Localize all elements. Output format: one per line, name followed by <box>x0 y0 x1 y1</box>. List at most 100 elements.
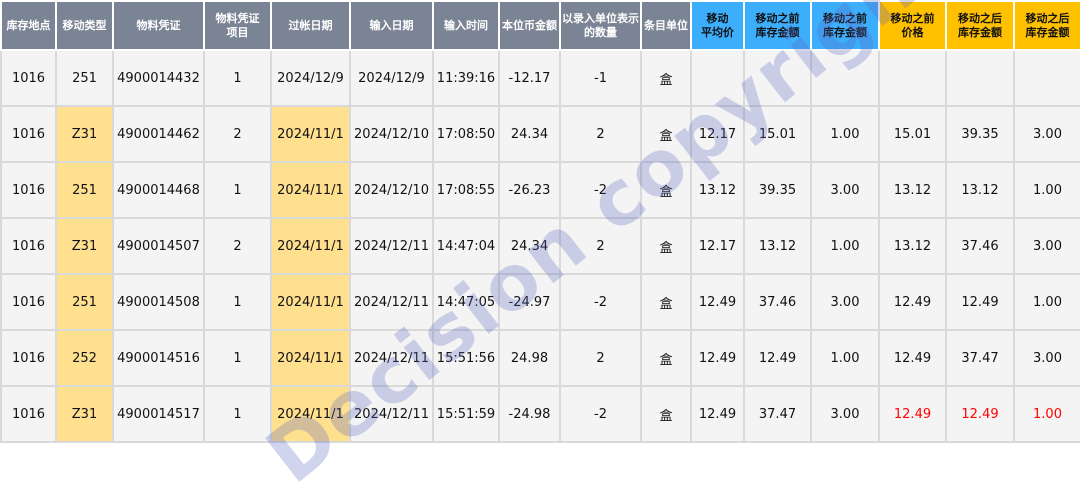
table-cell: 24.34 <box>498 217 561 275</box>
table-row[interactable]: 1016 Z31 4900014517 1 2024/11/1 2024/12/11 15:… <box>0 385 1080 443</box>
table-cell: 14:47:04 <box>432 217 500 275</box>
table-cell: 15.01 <box>878 105 947 163</box>
table-cell: Z31 <box>55 385 114 443</box>
table-cell: 12.49 <box>878 273 947 331</box>
table-cell: 2024/11/1 <box>270 217 351 275</box>
table-cell: 14:47:05 <box>432 273 500 331</box>
table-cell: 37.46 <box>743 273 812 331</box>
table-cell: 4900014507 <box>112 217 205 275</box>
table-cell: -24.98 <box>498 385 561 443</box>
table-cell: 4900014516 <box>112 329 205 387</box>
table-cell: 12.49 <box>878 329 947 387</box>
table-cell: 4900014432 <box>112 49 205 107</box>
column-header[interactable]: 移动之后 库存金额 <box>1013 0 1080 51</box>
table-cell: 1.00 <box>810 329 880 387</box>
table-cell: 1.00 <box>810 105 880 163</box>
table-cell: 2 <box>559 329 642 387</box>
table-row[interactable]: 1016 252 4900014516 1 2024/11/1 2024/12/11 15:… <box>0 329 1080 387</box>
table-cell: 12.17 <box>690 105 745 163</box>
column-header[interactable]: 移动之前 价格 <box>878 0 947 51</box>
table-cell: 1016 <box>0 161 57 219</box>
column-header[interactable]: 以录入单位表示 的数量 <box>559 0 642 51</box>
table-cell: 1.00 <box>1013 161 1080 219</box>
table-cell: 2024/12/11 <box>349 217 434 275</box>
table-cell: 37.47 <box>743 385 812 443</box>
table-cell: 4900014462 <box>112 105 205 163</box>
table-cell: 24.34 <box>498 105 561 163</box>
table-row[interactable]: 1016 251 4900014508 1 2024/11/1 2024/12/11 14:… <box>0 273 1080 331</box>
table-cell: 盒 <box>640 217 692 275</box>
table-cell: 2024/11/1 <box>270 273 351 331</box>
table-cell: 13.12 <box>690 161 745 219</box>
column-header[interactable]: 输入时间 <box>432 0 500 51</box>
table-cell: 1.00 <box>1013 273 1080 331</box>
table-cell: 2024/12/10 <box>349 105 434 163</box>
table-cell <box>945 49 1015 107</box>
column-header[interactable]: 库存地点 <box>0 0 57 51</box>
table-cell: 12.17 <box>690 217 745 275</box>
column-header[interactable]: 输入日期 <box>349 0 434 51</box>
column-header[interactable]: 物料凭证 项目 <box>203 0 272 51</box>
table-row[interactable]: 1016 Z31 4900014507 2 2024/11/1 2024/12/11 14:… <box>0 217 1080 275</box>
table-cell: 1016 <box>0 385 57 443</box>
table-cell: 1016 <box>0 49 57 107</box>
table-cell <box>878 49 947 107</box>
table-cell: 12.49 <box>945 273 1015 331</box>
table-cell: -2 <box>559 385 642 443</box>
table-cell: 1 <box>203 161 272 219</box>
table-cell: 1 <box>203 49 272 107</box>
table-cell: 4900014517 <box>112 385 205 443</box>
table-cell: 2 <box>203 105 272 163</box>
table-row[interactable]: 1016 251 4900014432 1 2024/12/9 2024/12/9 11:3… <box>0 49 1080 107</box>
table-cell: 2024/12/10 <box>349 161 434 219</box>
table-cell: 1016 <box>0 329 57 387</box>
table-cell <box>690 49 745 107</box>
table-cell: 2024/11/1 <box>270 105 351 163</box>
table-cell: -26.23 <box>498 161 561 219</box>
column-header[interactable]: 移动 平均价 <box>690 0 745 51</box>
table-cell <box>1013 49 1080 107</box>
column-header[interactable]: 本位币金额 <box>498 0 561 51</box>
header-row: 库存地点 移动类型 物料凭证 物料凭证 项目 过帐日期 输入日期 输入时间 本位币金额 以录入单… <box>0 0 1080 51</box>
table-cell: 1016 <box>0 105 57 163</box>
table-cell: 3.00 <box>1013 217 1080 275</box>
column-header[interactable]: 移动类型 <box>55 0 114 51</box>
table-cell <box>810 49 880 107</box>
table-cell: 3.00 <box>810 161 880 219</box>
table-cell: 4900014468 <box>112 161 205 219</box>
table-cell: 12.49 <box>945 385 1015 443</box>
table-cell: 12.49 <box>690 329 745 387</box>
table-cell: 251 <box>55 49 114 107</box>
table-cell: 3.00 <box>1013 105 1080 163</box>
table-cell: 13.12 <box>878 161 947 219</box>
table-row[interactable]: 1016 251 4900014468 1 2024/11/1 2024/12/10 17:… <box>0 161 1080 219</box>
table-cell: 1.00 <box>810 217 880 275</box>
table-cell: -1 <box>559 49 642 107</box>
table-cell: 盒 <box>640 105 692 163</box>
table-cell: 1016 <box>0 217 57 275</box>
table-cell: 4900014508 <box>112 273 205 331</box>
column-header[interactable]: 物料凭证 <box>112 0 205 51</box>
table-cell: 15.01 <box>743 105 812 163</box>
table-cell: 15:51:59 <box>432 385 500 443</box>
table-cell: 3.00 <box>810 385 880 443</box>
table-cell: 252 <box>55 329 114 387</box>
column-header[interactable]: 移动之前 库存金额 <box>810 0 880 51</box>
table-cell: 2024/11/1 <box>270 161 351 219</box>
table-cell: 1016 <box>0 273 57 331</box>
table-cell: -24.97 <box>498 273 561 331</box>
table-cell: 12.49 <box>878 385 947 443</box>
column-header[interactable]: 过帐日期 <box>270 0 351 51</box>
table-row[interactable]: 1016 Z31 4900014462 2 2024/11/1 2024/12/10 17:… <box>0 105 1080 163</box>
column-header[interactable]: 移动之前 库存金额 <box>743 0 812 51</box>
column-header[interactable]: 条目单位 <box>640 0 692 51</box>
table-cell: 12.49 <box>690 273 745 331</box>
column-header[interactable]: 移动之后 库存金额 <box>945 0 1015 51</box>
table-cell: 盒 <box>640 273 692 331</box>
table-cell: 37.47 <box>945 329 1015 387</box>
table-cell: 11:39:16 <box>432 49 500 107</box>
table-cell: 2024/12/11 <box>349 273 434 331</box>
table-cell: -2 <box>559 273 642 331</box>
table-cell: 2 <box>559 217 642 275</box>
table-cell: -12.17 <box>498 49 561 107</box>
